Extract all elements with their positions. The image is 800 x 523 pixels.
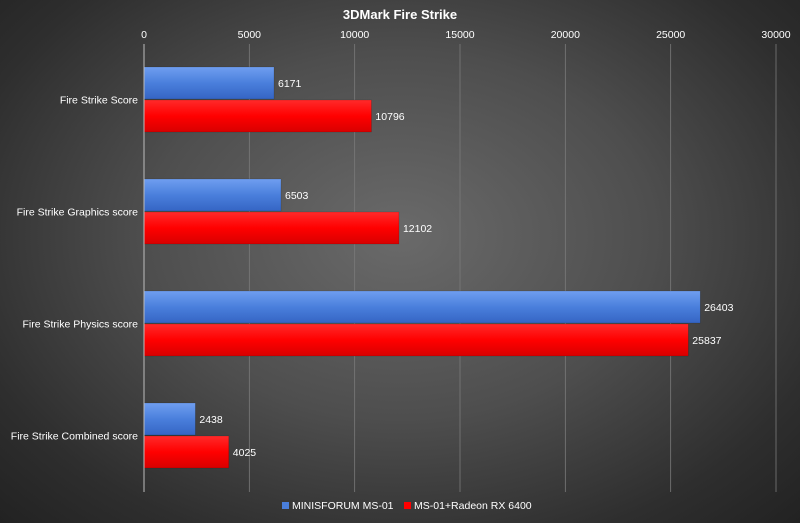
bar-ms-01-radeon-rx-6400-fire-strike-score (143, 99, 372, 133)
data-label: 26403 (704, 302, 733, 314)
legend-label-ms-01-radeon-rx-6400: MS-01+Radeon RX 6400 (414, 500, 532, 512)
data-label: 10796 (375, 111, 404, 123)
x-tick-label: 10000 (340, 29, 369, 41)
data-label: 25837 (692, 335, 721, 347)
x-tick-label: 20000 (551, 29, 580, 41)
legend: MINISFORUM MS-01 MS-01+Radeon RX 6400 (282, 500, 532, 512)
x-tick-label: 15000 (445, 29, 474, 41)
bar-minisforum-ms-01-fire-strike-score (143, 66, 275, 100)
x-axis-ticks: 0 5000 10000 15000 20000 25000 30000 (141, 29, 791, 41)
legend-swatch-ms-01-radeon-rx-6400 (404, 502, 411, 509)
chart-title: 3DMark Fire Strike (343, 7, 457, 22)
category-label-fire-strike-score: Fire Strike Score (60, 95, 138, 107)
data-label: 12102 (403, 223, 432, 235)
x-tick-label: 25000 (656, 29, 685, 41)
bar-minisforum-ms-01-fire-strike-physics-score (143, 290, 701, 324)
legend-swatch-minisforum-ms-01 (282, 502, 289, 509)
data-label: 6171 (278, 78, 302, 90)
bar-ms-01-radeon-rx-6400-fire-strike-graphics-score (143, 211, 400, 245)
x-tick-label: 5000 (238, 29, 262, 41)
data-label: 6503 (285, 190, 309, 202)
category-labels: Fire Strike Score Fire Strike Graphics sc… (11, 95, 138, 443)
bar-ms-01-radeon-rx-6400-fire-strike-physics-score (143, 323, 689, 357)
data-labels: 6171 10796 6503 12102 26403 25837 2438 4025 (199, 78, 733, 459)
x-tick-label: 0 (141, 29, 147, 41)
bar-minisforum-ms-01-fire-strike-combined-score (143, 402, 196, 436)
data-label: 4025 (233, 447, 257, 459)
bar-ms-01-radeon-rx-6400-fire-strike-combined-score (143, 435, 230, 469)
x-tick-label: 30000 (761, 29, 790, 41)
data-label: 2438 (199, 414, 223, 426)
bar-minisforum-ms-01-fire-strike-graphics-score (143, 178, 282, 212)
legend-label-minisforum-ms-01: MINISFORUM MS-01 (292, 500, 394, 512)
category-label-fire-strike-combined-score: Fire Strike Combined score (11, 431, 138, 443)
bars (143, 66, 701, 469)
category-label-fire-strike-graphics-score: Fire Strike Graphics score (17, 207, 139, 219)
category-label-fire-strike-physics-score: Fire Strike Physics score (22, 319, 138, 331)
